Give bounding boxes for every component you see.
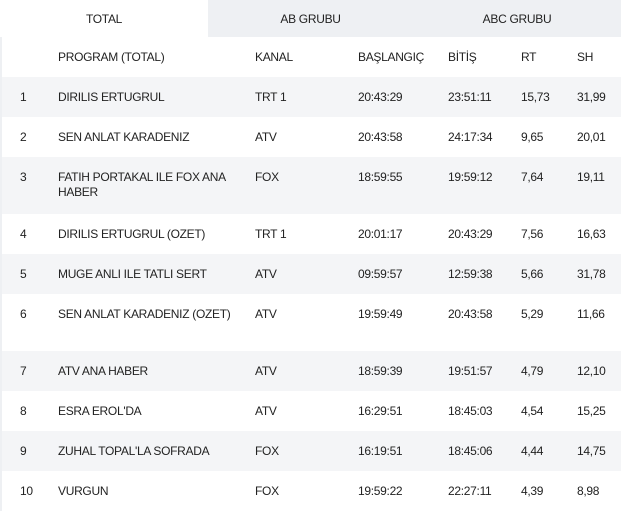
cell-channel: TRT 1 [255,227,287,241]
cell-rt: 4,79 [521,364,544,378]
table-row[interactable]: 5 MUGE ANLI ILE TATLI SERT ATV 09:59:57 12:5… [0,254,621,294]
cell-rt: 5,29 [521,307,544,321]
cell-channel: ATV [255,364,277,378]
cell-end: 19:51:57 [448,364,493,378]
cell-rank: 2 [20,130,27,144]
cell-start: 18:59:55 [358,170,403,184]
tab-total[interactable]: TOTAL [0,0,208,37]
cell-end: 12:59:38 [448,267,493,281]
cell-start: 20:01:17 [358,227,403,241]
cell-sh: 31,99 [577,90,606,104]
cell-sh: 16,63 [577,227,606,241]
cell-start: 19:59:22 [358,484,403,498]
cell-sh: 11,66 [577,307,605,321]
cell-rt: 15,73 [521,90,550,104]
cell-end: 19:59:12 [448,170,493,184]
table-row[interactable]: 2 SEN ANLAT KARADENIZ ATV 20:43:58 24:17:34 9… [0,117,621,157]
cell-program: MUGE ANLI ILE TATLI SERT [58,267,207,281]
tab-abc-grubu[interactable]: ABC GRUBU [413,0,621,37]
cell-rt: 7,64 [521,170,544,184]
cell-rank: 4 [20,227,27,241]
col-baslangic: BAŞLANGIÇ [358,50,424,64]
cell-sh: 8,98 [577,484,600,498]
cell-start: 16:19:51 [358,444,403,458]
table-row[interactable]: 3 FATIH PORTAKAL ILE FOX ANA HABER FOX 18:5… [0,157,621,214]
cell-end: 20:43:29 [448,227,493,241]
col-program: PROGRAM (TOTAL) [58,50,165,64]
cell-rt: 9,65 [521,130,544,144]
table-row[interactable]: 4 DIRILIS ERTUGRUL (OZET) TRT 1 20:01:17 20:… [0,214,621,254]
table-body: 1 DIRILIS ERTUGRUL TRT 1 20:43:29 23:51:11 15… [0,77,621,511]
cell-rt: 4,39 [521,484,544,498]
cell-channel: TRT 1 [255,90,287,104]
cell-channel: ATV [255,267,277,281]
cell-channel: ATV [255,404,277,418]
cell-start: 19:59:49 [358,307,403,321]
cell-end: 18:45:06 [448,444,493,458]
col-bitis: BİTİŞ [448,50,477,64]
cell-end: 18:45:03 [448,404,493,418]
cell-start: 18:59:39 [358,364,403,378]
group-tabs: TOTAL AB GRUBU ABC GRUBU [0,0,621,37]
cell-rank: 1 [20,90,27,104]
cell-program: VURGUN [58,484,109,498]
cell-rt: 7,56 [521,227,544,241]
cell-rt: 4,44 [521,444,544,458]
cell-start: 09:59:57 [358,267,403,281]
cell-sh: 19,11 [577,170,605,184]
cell-channel: ATV [255,307,277,321]
cell-channel: FOX [255,484,279,498]
cell-channel: ATV [255,130,277,144]
table-row[interactable]: 1 DIRILIS ERTUGRUL TRT 1 20:43:29 23:51:11 15… [0,77,621,117]
col-kanal: KANAL [255,50,293,64]
table-row[interactable]: 8 ESRA EROL'DA ATV 16:29:51 18:45:03 4,54 15,2… [0,391,621,431]
cell-end: 24:17:34 [448,130,493,144]
cell-program: DIRILIS ERTUGRUL [58,90,165,104]
cell-start: 20:43:58 [358,130,403,144]
cell-program: DIRILIS ERTUGRUL (OZET) [58,227,206,241]
table-row[interactable]: 10 VURGUN FOX 19:59:22 22:27:11 4,39 8,98 [0,471,621,511]
cell-rank: 9 [20,444,27,458]
cell-program: SEN ANLAT KARADENIZ [58,130,190,144]
cell-rt: 5,66 [521,267,544,281]
table-row[interactable]: 6 SEN ANLAT KARADENIZ (OZET) ATV 19:59:49 20… [0,294,621,351]
cell-rank: 5 [20,267,27,281]
cell-program: ZUHAL TOPAL'LA SOFRADA [58,444,210,458]
cell-end: 23:51:11 [448,90,492,104]
cell-rt: 4,54 [521,404,544,418]
cell-sh: 15,25 [577,404,606,418]
cell-start: 16:29:51 [358,404,403,418]
table-header: PROGRAM (TOTAL) KANAL BAŞLANGIÇ BİTİŞ RT… [0,37,621,77]
tab-ab-grubu[interactable]: AB GRUBU [208,0,413,37]
cell-rank: 3 [20,170,27,184]
cell-rank: 8 [20,404,27,418]
cell-sh: 12,10 [577,364,606,378]
cell-end: 20:43:58 [448,307,493,321]
cell-start: 20:43:29 [358,90,403,104]
cell-rank: 7 [20,364,27,378]
table-row[interactable]: 7 ATV ANA HABER ATV 18:59:39 19:51:57 4,79 12,… [0,351,621,391]
cell-program: ATV ANA HABER [58,364,148,378]
cell-rank: 10 [20,484,33,498]
table-row[interactable]: 9 ZUHAL TOPAL'LA SOFRADA FOX 16:19:51 18:45:… [0,431,621,471]
cell-channel: FOX [255,170,279,184]
cell-end: 22:27:11 [448,484,492,498]
cell-program: FATIH PORTAKAL ILE FOX ANA HABER [58,170,226,199]
cell-program: SEN ANLAT KARADENIZ (OZET) [58,307,231,321]
cell-sh: 31,78 [577,267,606,281]
cell-program: ESRA EROL'DA [58,404,142,418]
cell-sh: 14,75 [577,444,606,458]
col-rt: RT [521,50,537,64]
cell-channel: FOX [255,444,279,458]
col-sh: SH [577,50,594,64]
cell-sh: 20,01 [577,130,606,144]
cell-rank: 6 [20,307,27,321]
